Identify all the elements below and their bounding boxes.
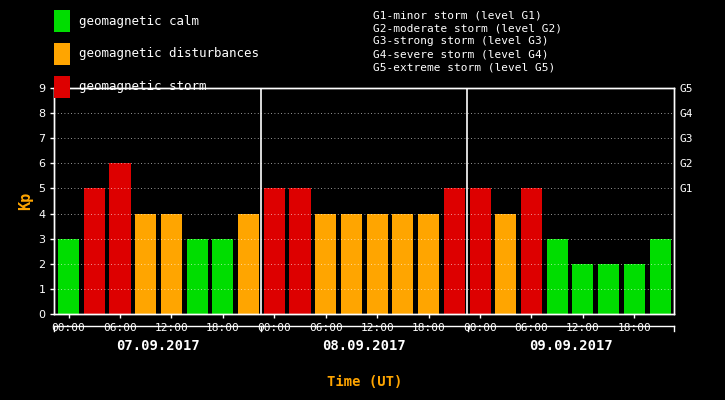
Text: G5-extreme storm (level G5): G5-extreme storm (level G5) (373, 63, 555, 73)
Bar (367, 214, 388, 314)
Text: 08.09.2017: 08.09.2017 (323, 339, 406, 353)
Bar (495, 214, 516, 314)
Bar (650, 239, 671, 314)
Text: G2-moderate storm (level G2): G2-moderate storm (level G2) (373, 23, 563, 33)
Bar (109, 163, 130, 314)
Text: geomagnetic calm: geomagnetic calm (79, 14, 199, 28)
Bar (573, 264, 594, 314)
Bar (444, 188, 465, 314)
Bar (58, 239, 79, 314)
Bar (547, 239, 568, 314)
Text: 07.09.2017: 07.09.2017 (116, 339, 199, 353)
Bar (238, 214, 259, 314)
Text: geomagnetic disturbances: geomagnetic disturbances (79, 47, 259, 60)
Text: G3-strong storm (level G3): G3-strong storm (level G3) (373, 36, 549, 46)
Text: geomagnetic storm: geomagnetic storm (79, 80, 207, 93)
Bar (598, 264, 619, 314)
Bar (521, 188, 542, 314)
Bar (341, 214, 362, 314)
Bar (212, 239, 233, 314)
Bar (135, 214, 156, 314)
Y-axis label: Kp: Kp (17, 192, 33, 210)
Bar (624, 264, 645, 314)
Bar (186, 239, 207, 314)
Bar (83, 188, 105, 314)
Bar (418, 214, 439, 314)
Bar (470, 188, 491, 314)
Bar (289, 188, 310, 314)
Bar (315, 214, 336, 314)
Text: G4-severe storm (level G4): G4-severe storm (level G4) (373, 50, 549, 60)
Text: Time (UT): Time (UT) (327, 375, 402, 389)
Bar (392, 214, 413, 314)
Text: G1-minor storm (level G1): G1-minor storm (level G1) (373, 10, 542, 20)
Bar (264, 188, 285, 314)
Text: 09.09.2017: 09.09.2017 (529, 339, 613, 353)
Bar (161, 214, 182, 314)
